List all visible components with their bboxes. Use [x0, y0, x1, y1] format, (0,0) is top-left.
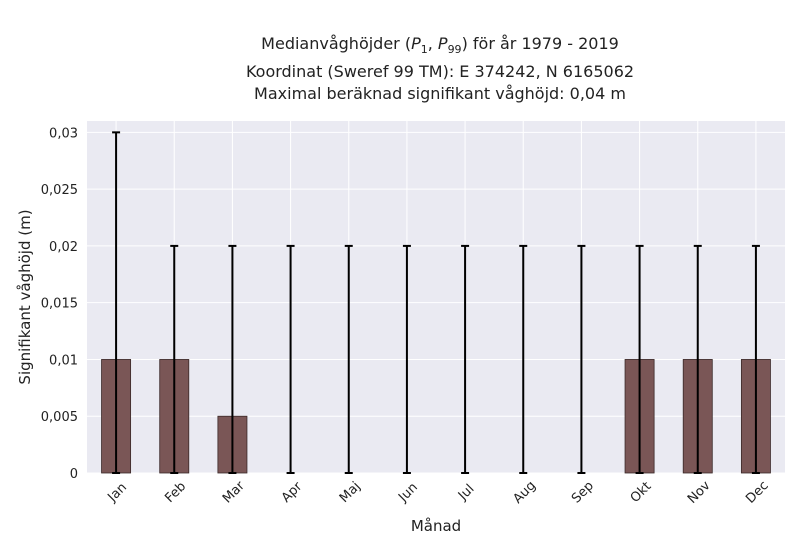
y-tick-label: 0,025	[41, 183, 78, 198]
chart-title-line-3: Maximal beräknad signifikant våghöjd: 0,…	[254, 84, 626, 104]
y-tick-label: 0,005	[41, 410, 78, 425]
x-ticks: Jan Feb Mar Apr Maj Jun Jul Aug Sep Okt Nov Dec	[105, 478, 772, 507]
x-tick-label: Mar	[220, 478, 248, 506]
y-tick-label: 0,03	[49, 126, 78, 141]
x-tick-label: Jul	[455, 482, 477, 504]
x-axis-label: Månad	[411, 517, 461, 535]
x-tick-label: Sep	[569, 479, 597, 507]
x-tick-label: Jan	[105, 480, 130, 505]
chart-title-line-2: Koordinat (Sweref 99 TM): E 374242, N 61…	[245, 62, 635, 82]
y-tick-label: 0,02	[49, 240, 78, 255]
plot-background	[87, 121, 785, 473]
y-tick-label: 0,01	[49, 353, 78, 368]
y-axis-label: Signifikant våghöjd (m)	[16, 209, 34, 384]
x-tick-label: Okt	[628, 479, 655, 506]
x-tick-label: Maj	[337, 479, 364, 506]
y-tick-label: 0	[70, 467, 78, 482]
chart-title-line-1: Medianvåghöjder (P1, P99) för år 1979 - …	[261, 34, 619, 57]
x-tick-label: Aug	[510, 478, 539, 507]
x-tick-label: Jun	[395, 480, 421, 506]
x-tick-label: Apr	[279, 479, 306, 506]
x-tick-label: Feb	[162, 479, 189, 506]
y-tick-label: 0,015	[41, 297, 78, 312]
error-bars	[112, 131, 760, 474]
x-tick-label: Dec	[743, 478, 771, 506]
y-ticks: 0 0,005 0,01 0,015 0,02 0,025 0,03	[41, 126, 78, 482]
x-tick-label: Nov	[685, 478, 714, 507]
chart-title: Medianvåghöjder (P1, P99) för år 1979 - …	[0, 33, 800, 105]
